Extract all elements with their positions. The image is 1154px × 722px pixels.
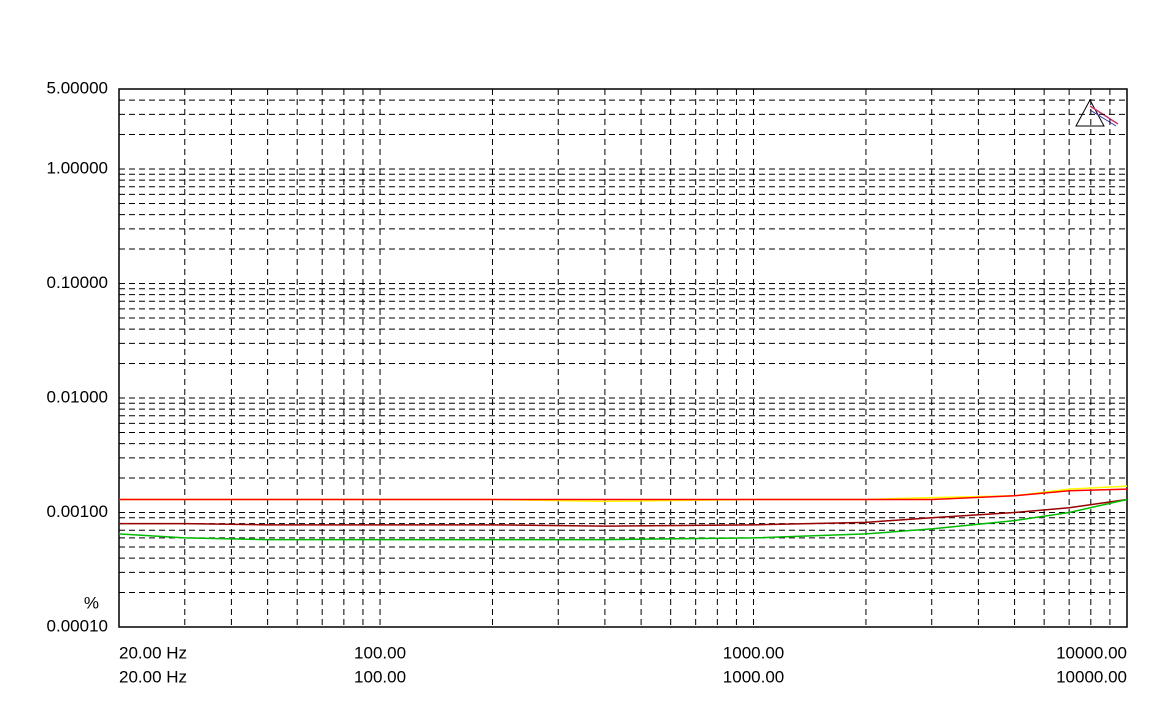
marker-line	[1089, 109, 1117, 127]
y-tick-label: 0.00100	[47, 502, 108, 521]
data-line	[118, 498, 1128, 541]
x-tick-label: 20.00 Hz	[119, 643, 187, 662]
y-axis-label: %	[84, 593, 99, 612]
y-tick-label: 0.10000	[47, 273, 108, 292]
y-tick-label: 5.00000	[47, 78, 108, 97]
data-line	[119, 488, 1128, 501]
x-tick-label: 100.00	[354, 643, 406, 662]
x-tick-label: 1000.00	[723, 667, 784, 686]
y-tick-label: 0.01000	[47, 387, 108, 406]
x-tick-label: 20.00 Hz	[119, 667, 187, 686]
marker	[1075, 98, 1119, 127]
x-tick-label: 1000.00	[723, 643, 784, 662]
x-tick-label: 100.00	[354, 667, 406, 686]
y-tick-label: 1.00000	[47, 159, 108, 178]
marker-line	[1089, 105, 1119, 125]
data-line	[119, 498, 1128, 527]
plot-frame	[118, 88, 1128, 628]
triangle-marker	[1075, 98, 1105, 127]
x-tick-label: 10000.00	[1056, 667, 1127, 686]
y-tick-label: 0.00010	[47, 616, 108, 635]
x-tick-label: 10000.00	[1056, 643, 1127, 662]
